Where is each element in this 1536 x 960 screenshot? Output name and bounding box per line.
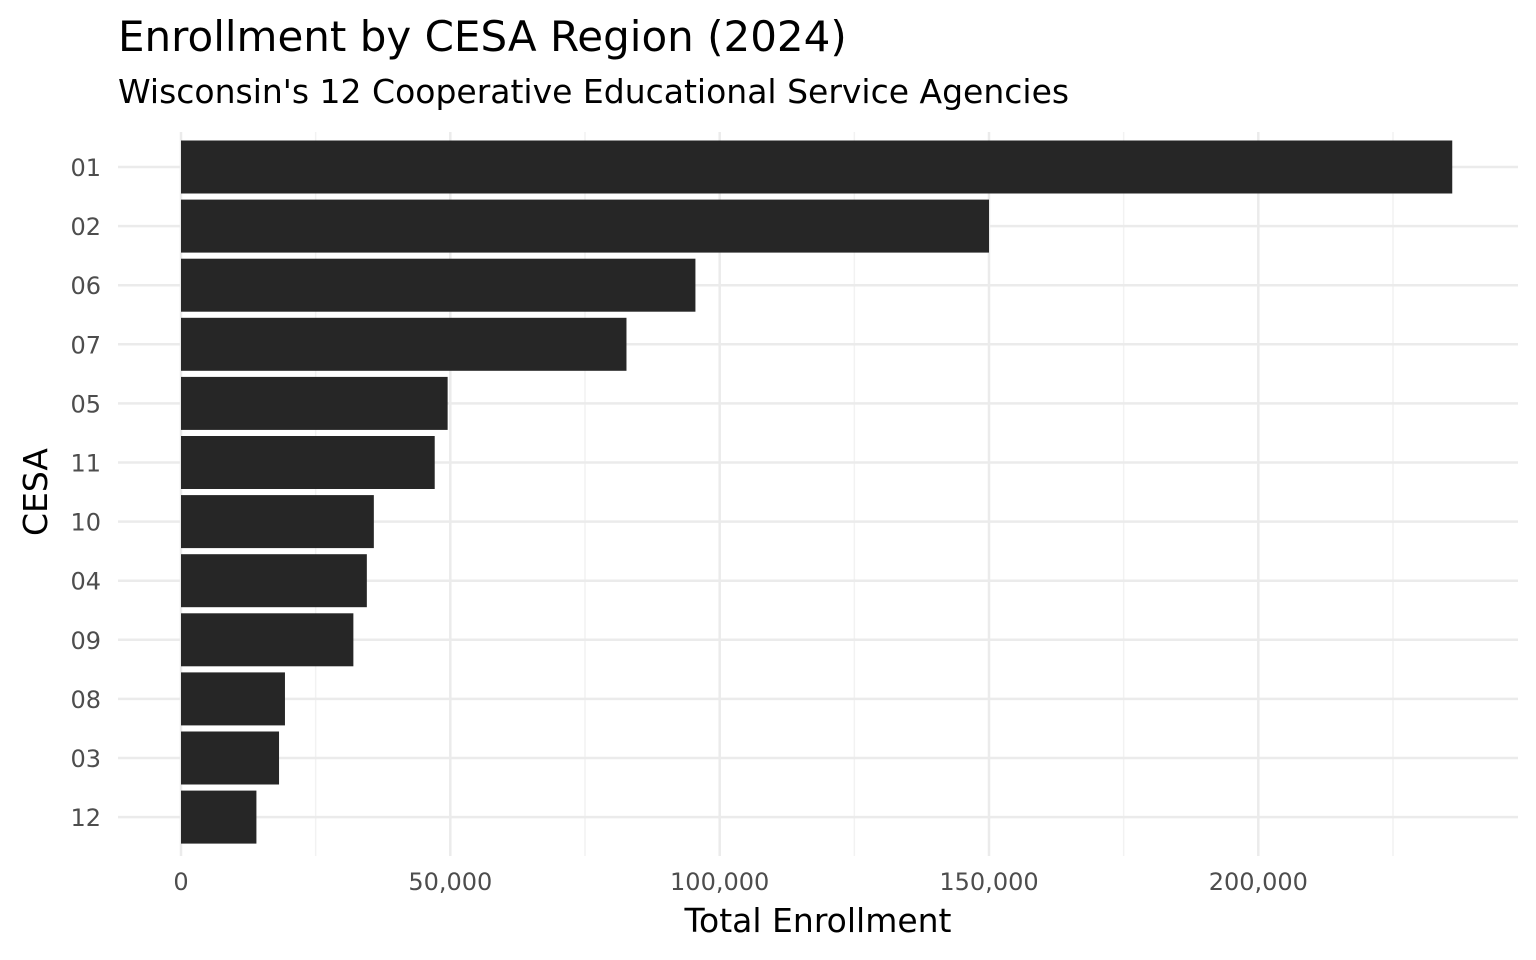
y-tick-label: 08 (70, 686, 101, 714)
bar-cesa-07 (181, 317, 627, 371)
x-axis-title: Total Enrollment (684, 901, 952, 940)
y-tick-label: 06 (70, 272, 101, 300)
y-tick-label: 09 (70, 627, 101, 655)
x-tick-label: 100,000 (670, 868, 769, 896)
bar-cesa-04 (181, 554, 367, 608)
bar-cesa-05 (181, 376, 448, 430)
bar-cesa-02 (181, 199, 989, 253)
y-axis-title: CESA (16, 448, 55, 536)
chart-title: Enrollment by CESA Region (2024) (118, 12, 847, 61)
y-tick-label: 03 (70, 745, 101, 773)
y-tick-label: 11 (70, 450, 101, 478)
x-tick-label: 0 (173, 868, 188, 896)
y-tick-label: 04 (70, 568, 101, 596)
bars (181, 140, 1453, 844)
bar-cesa-03 (181, 731, 280, 785)
y-tick-label: 02 (70, 213, 101, 241)
bar-cesa-09 (181, 613, 354, 667)
y-tick-label: 01 (70, 154, 101, 182)
chart-subtitle: Wisconsin's 12 Cooperative Educational S… (118, 72, 1070, 111)
bar-cesa-08 (181, 672, 285, 726)
y-tick-label: 12 (70, 804, 101, 832)
x-tick-label: 50,000 (408, 868, 492, 896)
y-tick-label: 07 (70, 331, 101, 359)
x-tick-label: 200,000 (1209, 868, 1308, 896)
x-tick-label: 150,000 (939, 868, 1038, 896)
y-tick-label: 05 (70, 390, 101, 418)
bar-cesa-06 (181, 258, 696, 312)
y-tick-labels: 01 02 06 07 05 11 10 04 09 08 03 12 (70, 154, 101, 832)
y-tick-label: 10 (70, 509, 101, 537)
bar-cesa-11 (181, 436, 435, 489)
x-tick-labels: 0 50,000 100,000 150,000 200,000 (173, 868, 1308, 896)
bar-cesa-01 (181, 140, 1453, 194)
bar-cesa-12 (181, 790, 257, 844)
bar-cesa-10 (181, 495, 374, 549)
